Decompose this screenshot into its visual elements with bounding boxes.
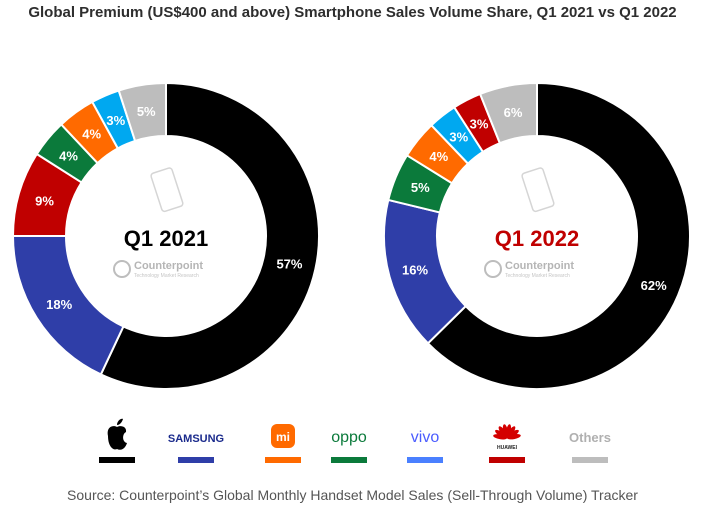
mi-icon: mi — [271, 424, 295, 448]
legend-item-samsung: SAMSUNG — [168, 433, 224, 463]
vivo-wordmark: vivo — [411, 429, 440, 446]
donut-slice-apple — [426, 81, 691, 390]
center-label: Q1 2022 — [495, 226, 579, 251]
legend-swatch — [331, 457, 367, 463]
legend-item-huawei: HUAWEI — [489, 424, 525, 463]
svg-text:HUAWEI: HUAWEI — [497, 445, 518, 451]
huawei-icon: HUAWEI — [493, 424, 521, 451]
watermark-tagline: Technology Market Research — [134, 273, 199, 279]
legend-swatch — [99, 457, 135, 463]
center-label: Q1 2021 — [124, 226, 208, 251]
donut-slice-others — [117, 81, 167, 143]
legend-item-others: Others — [569, 430, 611, 463]
others-text: Others — [569, 430, 611, 445]
donut-slice-apple — [99, 81, 320, 390]
watermark-tagline: Technology Market Research — [505, 273, 570, 279]
svg-text:mi: mi — [276, 430, 290, 444]
data-label-xiaomi: 4% — [82, 127, 101, 142]
oppo-wordmark: oppo — [331, 429, 367, 446]
data-label-apple: 62% — [641, 278, 667, 293]
legend-swatch — [572, 457, 608, 463]
watermark-name: Counterpoint — [505, 260, 574, 272]
data-label-apple: 57% — [276, 257, 302, 272]
data-label-huawei: 9% — [35, 194, 54, 209]
legend: SAMSUNG mi oppo vivo HUAWEI Others — [99, 418, 611, 463]
legend-swatch — [178, 457, 214, 463]
data-label-oppo: 4% — [59, 148, 78, 163]
donut-chart-q1-2022: 62%16%5%4%3%3%6%Q1 2022CounterpointTechn… — [383, 81, 691, 390]
apple-icon — [107, 418, 127, 450]
legend-item-xiaomi: mi — [265, 424, 301, 463]
data-label-xiaomi: 4% — [429, 149, 448, 164]
data-label-others: 5% — [137, 104, 156, 119]
legend-item-apple — [99, 418, 135, 463]
legend-swatch — [489, 457, 525, 463]
legend-item-oppo: oppo — [331, 429, 367, 463]
legend-item-vivo: vivo — [407, 429, 443, 463]
data-label-others: 6% — [504, 105, 523, 120]
data-label-oppo: 5% — [411, 180, 430, 195]
data-label-vivo: 3% — [449, 130, 468, 145]
samsung-wordmark: SAMSUNG — [168, 433, 224, 445]
data-label-samsung: 16% — [402, 263, 428, 278]
phone-outline-icon — [521, 167, 555, 213]
chart-title: Global Premium (US$400 and above) Smartp… — [28, 4, 677, 21]
data-label-samsung: 18% — [46, 297, 72, 312]
data-label-vivo: 3% — [106, 113, 125, 128]
donut-chart-q1-2021: 57% 18% 9% 4% 4% 3% 5% Q1 2021 CounterpointTechn… — [11, 81, 320, 390]
legend-swatch — [265, 457, 301, 463]
watermark-name: Counterpoint — [134, 260, 203, 272]
source-note: Source: Counterpoint’s Global Monthly Ha… — [67, 487, 638, 503]
legend-swatch — [407, 457, 443, 463]
donut-slice-others — [478, 81, 538, 145]
data-label-huawei: 3% — [470, 117, 489, 132]
phone-outline-icon — [150, 167, 184, 213]
